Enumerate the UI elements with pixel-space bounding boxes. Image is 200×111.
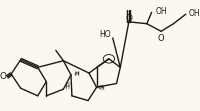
Text: H̅: H̅ <box>98 85 103 90</box>
Text: OH: OH <box>188 9 199 18</box>
Text: ·H: ·H <box>73 71 80 76</box>
Text: ·̅H: ·̅H <box>98 86 105 91</box>
Text: OH: OH <box>155 7 166 16</box>
Text: ·H: ·H <box>72 71 79 76</box>
Text: ·H: ·H <box>64 82 70 87</box>
Text: O: O <box>0 72 6 81</box>
Text: O: O <box>157 34 164 43</box>
Text: HO: HO <box>99 30 110 39</box>
Text: O: O <box>125 14 132 23</box>
Text: ·H̅: ·H̅ <box>64 85 70 90</box>
